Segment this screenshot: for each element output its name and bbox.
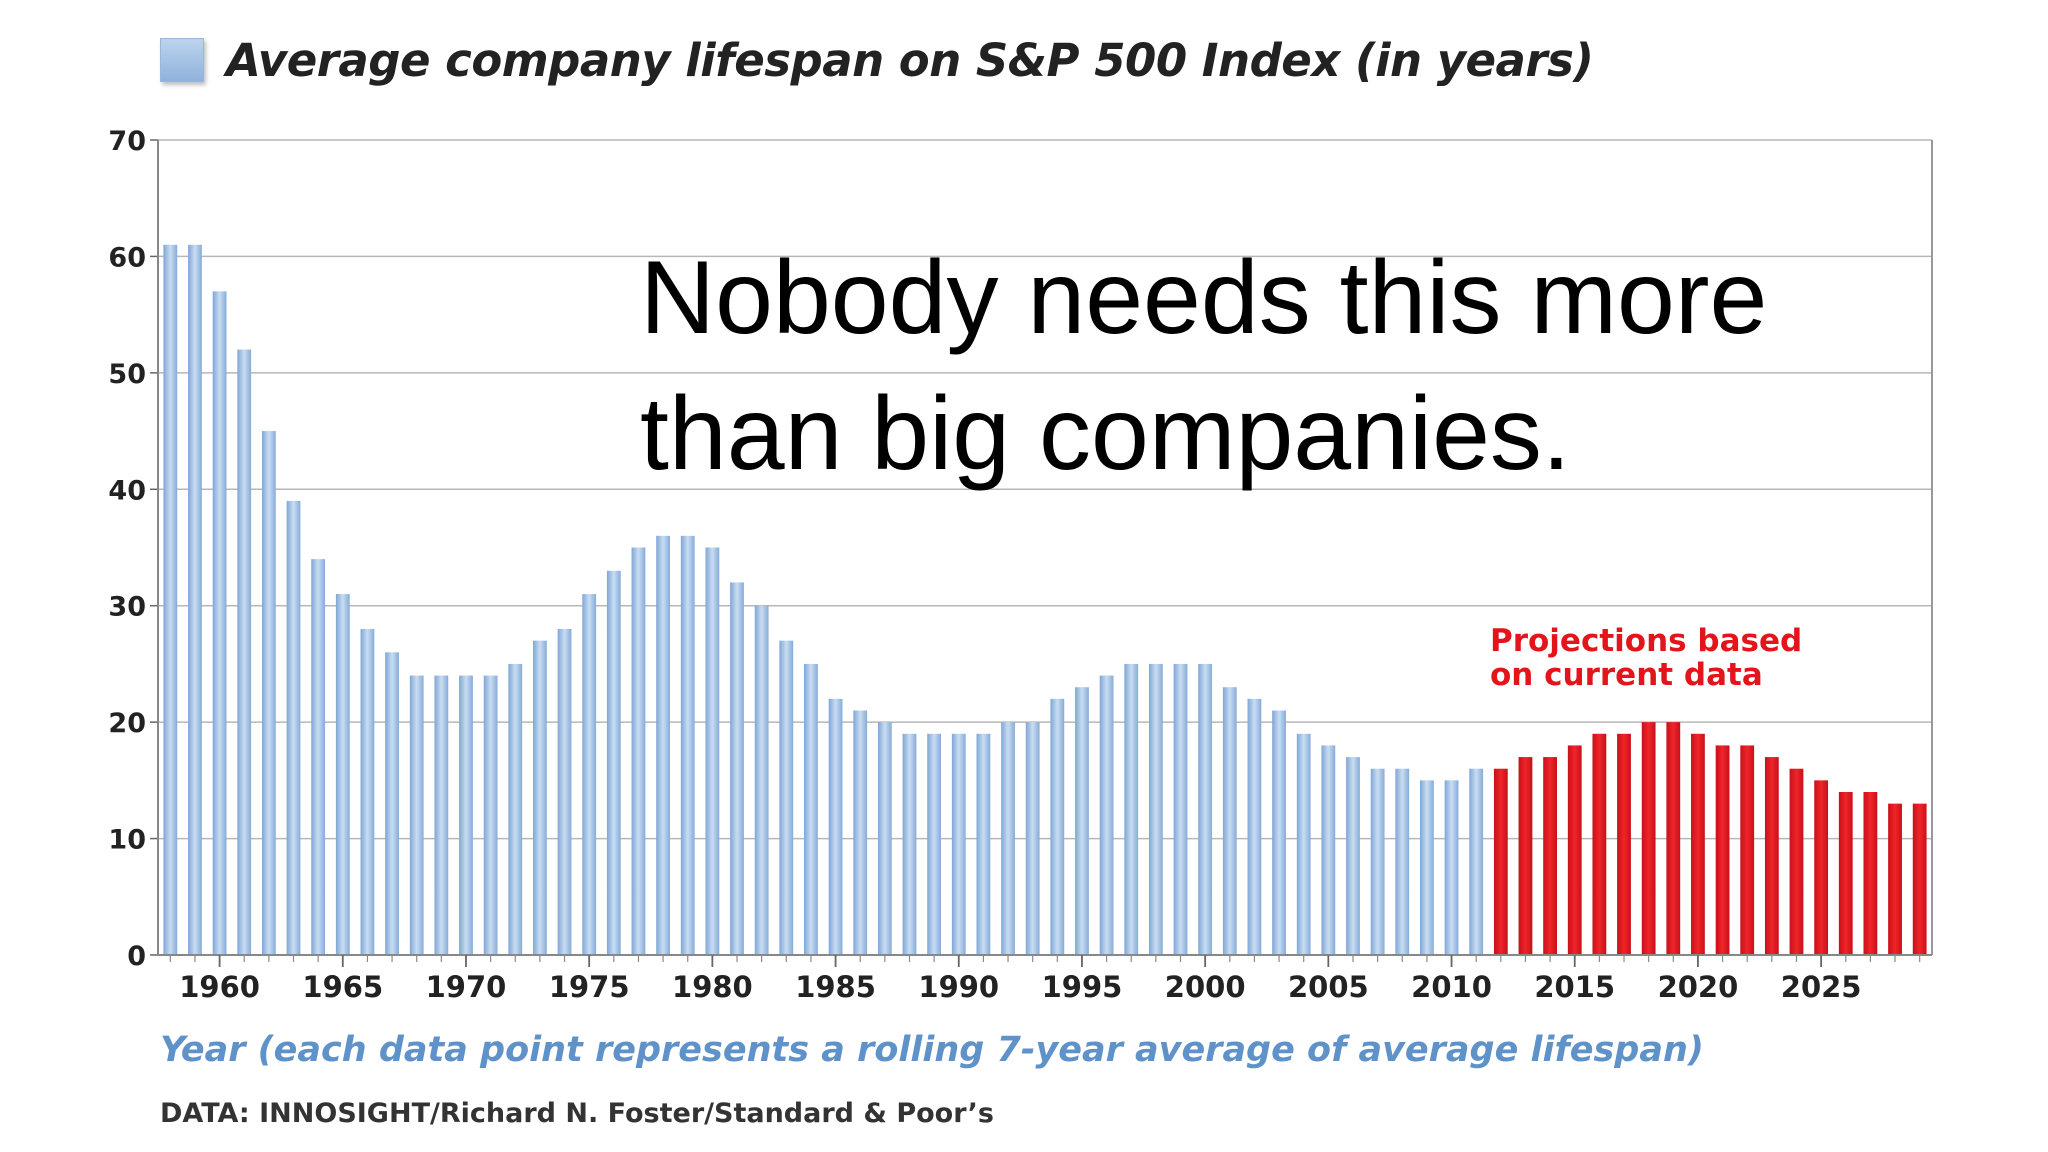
x-tick-label: 2015 bbox=[1534, 970, 1615, 1004]
x-tick-label: 2025 bbox=[1781, 970, 1862, 1004]
bar-projection bbox=[1642, 722, 1656, 955]
bar-historical bbox=[1469, 769, 1483, 955]
bar-historical bbox=[952, 734, 966, 955]
bar-historical bbox=[927, 734, 941, 955]
x-tick-label: 1980 bbox=[672, 970, 753, 1004]
bar-historical bbox=[1026, 722, 1040, 955]
bar-historical bbox=[853, 711, 867, 956]
bar-projection bbox=[1691, 734, 1705, 955]
y-tick-label: 60 bbox=[108, 242, 146, 273]
x-tick-label: 1960 bbox=[179, 970, 260, 1004]
x-tick-label: 1985 bbox=[795, 970, 876, 1004]
bar-historical bbox=[188, 245, 202, 955]
bar-historical bbox=[508, 664, 522, 955]
x-tick-label: 2020 bbox=[1658, 970, 1739, 1004]
y-tick-label: 30 bbox=[108, 592, 146, 623]
bar-projection bbox=[1765, 757, 1779, 955]
x-tick-label: 1970 bbox=[426, 970, 507, 1004]
bar-historical bbox=[558, 629, 572, 955]
bar-historical bbox=[336, 594, 350, 955]
bar-historical bbox=[607, 571, 621, 955]
bar-projection bbox=[1666, 722, 1680, 955]
bar-historical bbox=[1445, 780, 1459, 955]
bar-historical bbox=[533, 641, 547, 955]
bar-historical bbox=[1371, 769, 1385, 955]
bar-projection bbox=[1617, 734, 1631, 955]
bar-historical bbox=[459, 676, 473, 955]
bar-historical bbox=[582, 594, 596, 955]
bar-historical bbox=[705, 548, 719, 956]
bar-historical bbox=[1174, 664, 1188, 955]
projection-annotation: Projections based on current data bbox=[1490, 624, 1810, 692]
bar-historical bbox=[1124, 664, 1138, 955]
bar-projection bbox=[1543, 757, 1557, 955]
bar-projection bbox=[1888, 804, 1902, 955]
bar-projection bbox=[1790, 769, 1804, 955]
y-tick-label: 10 bbox=[108, 825, 146, 856]
source-note: DATA: INNOSIGHT/Richard N. Foster/Standa… bbox=[160, 1098, 994, 1129]
bar-historical bbox=[977, 734, 991, 955]
bar-projection bbox=[1814, 780, 1828, 955]
bar-projection bbox=[1592, 734, 1606, 955]
bar-historical bbox=[1248, 699, 1262, 955]
bar-historical bbox=[410, 676, 424, 955]
x-tick-label: 2010 bbox=[1411, 970, 1492, 1004]
y-tick-label: 20 bbox=[108, 708, 146, 739]
bar-historical bbox=[829, 699, 843, 955]
bar-historical bbox=[1420, 780, 1434, 955]
bar-projection bbox=[1740, 745, 1754, 955]
x-tick-label: 1990 bbox=[918, 970, 999, 1004]
bar-historical bbox=[262, 431, 276, 955]
bar-historical bbox=[1001, 722, 1015, 955]
bar-historical bbox=[163, 245, 177, 955]
x-axis-label: Year (each data point represents a rolli… bbox=[160, 1030, 1704, 1070]
bar-historical bbox=[1297, 734, 1311, 955]
bar-historical bbox=[213, 291, 227, 955]
x-tick-label: 2000 bbox=[1165, 970, 1246, 1004]
x-tick-label: 1975 bbox=[549, 970, 630, 1004]
bar-historical bbox=[1050, 699, 1064, 955]
bar-historical bbox=[1272, 711, 1286, 956]
bar-historical bbox=[681, 536, 695, 955]
bar-projection bbox=[1568, 745, 1582, 955]
bar-historical bbox=[1075, 687, 1089, 955]
bar-historical bbox=[1346, 757, 1360, 955]
bar-historical bbox=[361, 629, 375, 955]
bar-historical bbox=[484, 676, 498, 955]
bar-projection bbox=[1864, 792, 1878, 955]
x-tick-label: 1965 bbox=[302, 970, 383, 1004]
bar-historical bbox=[903, 734, 917, 955]
overlay-message: Nobody needs this more than big companie… bbox=[640, 230, 1980, 502]
x-tick-label: 2005 bbox=[1288, 970, 1369, 1004]
bar-historical bbox=[1100, 676, 1114, 955]
bar-projection bbox=[1494, 769, 1508, 955]
bar-historical bbox=[755, 606, 769, 955]
bar-projection bbox=[1519, 757, 1533, 955]
bar-historical bbox=[237, 350, 251, 955]
bar-historical bbox=[656, 536, 670, 955]
y-tick-label: 40 bbox=[108, 475, 146, 506]
bar-historical bbox=[1149, 664, 1163, 955]
x-tick-label: 1995 bbox=[1042, 970, 1123, 1004]
bar-historical bbox=[1223, 687, 1237, 955]
bar-projection bbox=[1716, 745, 1730, 955]
bar-projection bbox=[1839, 792, 1853, 955]
bar-historical bbox=[779, 641, 793, 955]
bar-historical bbox=[385, 652, 399, 955]
y-tick-label: 50 bbox=[108, 359, 146, 390]
y-tick-label: 0 bbox=[127, 941, 146, 972]
bar-historical bbox=[730, 582, 744, 955]
bar-historical bbox=[434, 676, 448, 955]
bar-historical bbox=[1198, 664, 1212, 955]
y-tick-label: 70 bbox=[108, 126, 146, 157]
bar-projection bbox=[1913, 804, 1927, 955]
bar-historical bbox=[311, 559, 325, 955]
bar-historical bbox=[878, 722, 892, 955]
bar-historical bbox=[1395, 769, 1409, 955]
bar-historical bbox=[1321, 745, 1335, 955]
bar-historical bbox=[804, 664, 818, 955]
bar-historical bbox=[632, 548, 646, 956]
bar-historical bbox=[287, 501, 301, 955]
